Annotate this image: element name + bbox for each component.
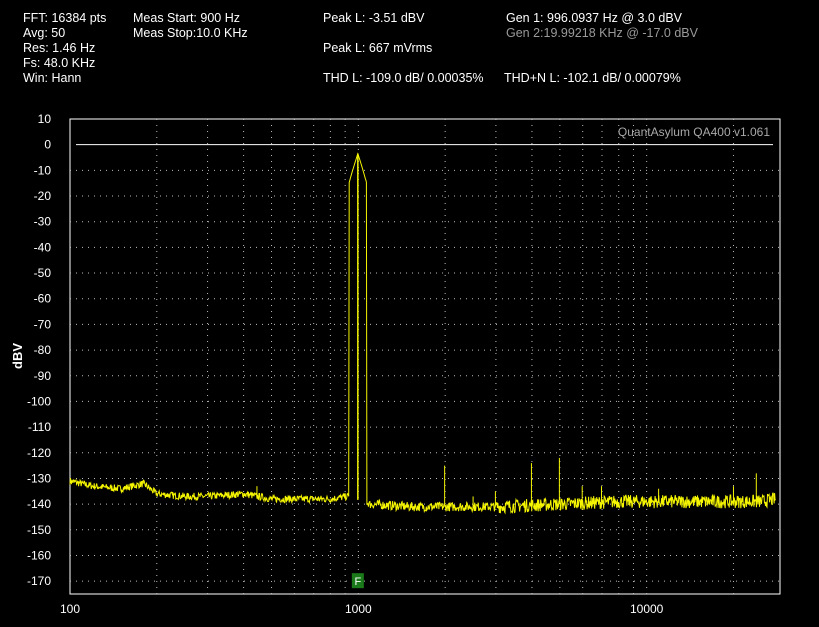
y-tick-label: -100 [27,394,51,408]
window-type: Win: Hann [23,71,82,85]
fft-size: FFT: 16384 pts [23,11,107,25]
marker-label: F [354,576,361,588]
y-tick-label: -120 [27,446,51,460]
x-tick-label: 1000 [345,602,372,616]
y-tick-label: -170 [27,574,51,588]
peak-mvrms: Peak L: 667 mVrms [323,41,433,55]
marker-box[interactable] [351,573,364,589]
spectrum-trace [69,152,776,515]
y-tick-label: -20 [34,189,52,203]
y-tick-label: -160 [27,548,51,562]
y-tick-label: -130 [27,471,51,485]
y-tick-label: -90 [34,369,52,383]
peak-dbv: Peak L: -3.51 dBV [323,11,425,25]
frequency-marker[interactable]: F [351,573,364,589]
y-tick-label: -150 [27,523,51,537]
thd-readout: THD L: -109.0 dB/ 0.00035% [323,71,484,85]
thdn-readout: THD+N L: -102.1 dB/ 0.00079% [504,71,681,85]
watermark: QuantAsylum QA400 v1.061 [618,125,770,139]
y-tick-label: -60 [34,292,52,306]
y-tick-label: -30 [34,215,52,229]
measurement-range: Meas Start: 900 Hz Meas Stop:10.0 KHz [133,11,248,41]
resolution: Res: 1.46 Hz [23,41,96,55]
plot-frame [69,118,781,595]
sample-rate: Fs: 48.0 KHz [23,56,96,70]
y-tick-label: -80 [34,343,52,357]
averages: Avg: 50 [23,26,66,40]
fft-settings: FFT: 16384 pts Avg: 50 Res: 1.46 Hz Fs: … [23,11,106,86]
y-tick-label: -140 [27,497,51,511]
y-axis-label: dBV [10,343,25,369]
x-tick-label: 10000 [630,602,664,616]
y-tick-label: -50 [34,266,52,280]
y-tick-label: 10 [38,112,52,126]
generator-2: Gen 2:19.99218 KHz @ -17.0 dBV [506,26,698,40]
y-tick-label: -110 [28,420,51,434]
y-tick-label: -40 [34,240,52,254]
x-axis-ticks: 100 1000 10000 [60,602,664,616]
spectral-peaks [143,153,757,507]
grid [70,119,780,594]
y-tick-label: -70 [34,317,52,331]
meas-start: Meas Start: 900 Hz [133,11,240,25]
y-axis-ticks: 10 0 -10 -20 -30 -40 -50 -60 -70 -80 -90 -100 -110 -1… [27,112,51,588]
generator-1: Gen 1: 996.0937 Hz @ 3.0 dBV [506,11,682,25]
x-tick-label: 100 [60,602,80,616]
y-tick-label: -10 [34,163,52,177]
meas-stop: Meas Stop:10.0 KHz [133,26,248,40]
y-tick-label: 0 [44,138,51,152]
